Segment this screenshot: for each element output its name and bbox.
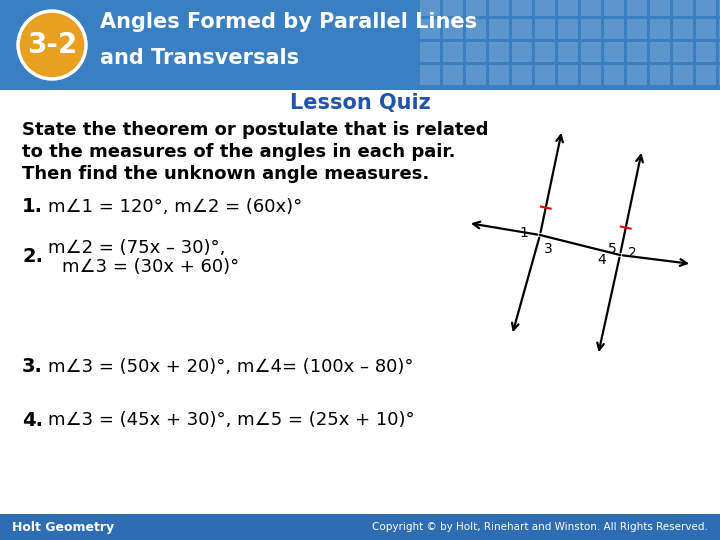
Bar (489, 65, 509, 85)
Bar (0, 0, 720, 90)
Bar (512, 42, 532, 62)
Bar (535, 65, 555, 85)
Text: m∠2 = (75x – 30)°,: m∠2 = (75x – 30)°, (48, 239, 225, 257)
Bar (604, 42, 624, 62)
Text: and Transversals: and Transversals (100, 48, 299, 68)
Bar (420, 65, 440, 85)
Text: 1: 1 (520, 226, 528, 240)
Bar (489, 42, 509, 62)
Bar (627, 0, 647, 16)
Bar (719, 42, 720, 62)
Text: m∠1 = 120°, m∠2 = (60x)°: m∠1 = 120°, m∠2 = (60x)° (48, 198, 302, 216)
Bar (489, 19, 509, 39)
Bar (696, 42, 716, 62)
Bar (443, 0, 463, 16)
Bar (581, 42, 601, 62)
Text: Holt Geometry: Holt Geometry (12, 521, 114, 534)
Bar (650, 65, 670, 85)
Bar (466, 19, 486, 39)
Bar (696, 65, 716, 85)
Bar (673, 65, 693, 85)
Bar (581, 0, 601, 16)
Text: m∠3 = (45x + 30)°, m∠5 = (25x + 10)°: m∠3 = (45x + 30)°, m∠5 = (25x + 10)° (48, 411, 415, 429)
Bar (719, 19, 720, 39)
Bar (627, 19, 647, 39)
Bar (673, 19, 693, 39)
Bar (696, 19, 716, 39)
Text: 4: 4 (598, 253, 606, 267)
Text: 4.: 4. (22, 410, 43, 429)
Bar (443, 65, 463, 85)
Text: 3: 3 (544, 242, 552, 256)
Bar (466, 0, 486, 16)
Bar (558, 0, 578, 16)
Text: to the measures of the angles in each pair.: to the measures of the angles in each pa… (22, 143, 456, 161)
Bar (466, 42, 486, 62)
Text: Angles Formed by Parallel Lines: Angles Formed by Parallel Lines (100, 12, 477, 32)
Bar (535, 0, 555, 16)
Bar (558, 42, 578, 62)
Bar (673, 42, 693, 62)
Text: m∠3 = (50x + 20)°, m∠4= (100x – 80)°: m∠3 = (50x + 20)°, m∠4= (100x – 80)° (48, 358, 413, 376)
Bar (420, 0, 440, 16)
Text: 3.: 3. (22, 357, 43, 376)
Bar (696, 0, 716, 16)
Text: 1.: 1. (22, 198, 43, 217)
Text: Then find the unknown angle measures.: Then find the unknown angle measures. (22, 165, 429, 183)
Bar (581, 65, 601, 85)
Bar (512, 65, 532, 85)
Bar (650, 19, 670, 39)
Bar (489, 0, 509, 16)
Circle shape (18, 11, 86, 79)
Bar (627, 65, 647, 85)
Bar (443, 42, 463, 62)
Text: 5: 5 (608, 242, 616, 256)
Text: 2: 2 (628, 246, 636, 260)
Bar (512, 0, 532, 16)
Bar (420, 42, 440, 62)
Bar (466, 65, 486, 85)
Text: 2.: 2. (22, 247, 43, 267)
Text: Lesson Quiz: Lesson Quiz (289, 93, 431, 113)
Bar (535, 42, 555, 62)
Bar (673, 0, 693, 16)
Bar (581, 19, 601, 39)
Text: Copyright © by Holt, Rinehart and Winston. All Rights Reserved.: Copyright © by Holt, Rinehart and Winsto… (372, 522, 708, 532)
Bar (512, 19, 532, 39)
Bar (535, 19, 555, 39)
Bar (650, 0, 670, 16)
Bar (0, 514, 720, 540)
Bar (627, 42, 647, 62)
Bar (420, 19, 440, 39)
Text: 3-2: 3-2 (27, 31, 77, 59)
Bar (719, 0, 720, 16)
Bar (650, 42, 670, 62)
Text: m∠3 = (30x + 60)°: m∠3 = (30x + 60)° (62, 258, 239, 276)
Bar (719, 65, 720, 85)
Bar (443, 19, 463, 39)
Bar (604, 0, 624, 16)
Bar (604, 65, 624, 85)
Bar (558, 65, 578, 85)
Bar (558, 19, 578, 39)
Text: State the theorem or postulate that is related: State the theorem or postulate that is r… (22, 121, 488, 139)
Bar (604, 19, 624, 39)
